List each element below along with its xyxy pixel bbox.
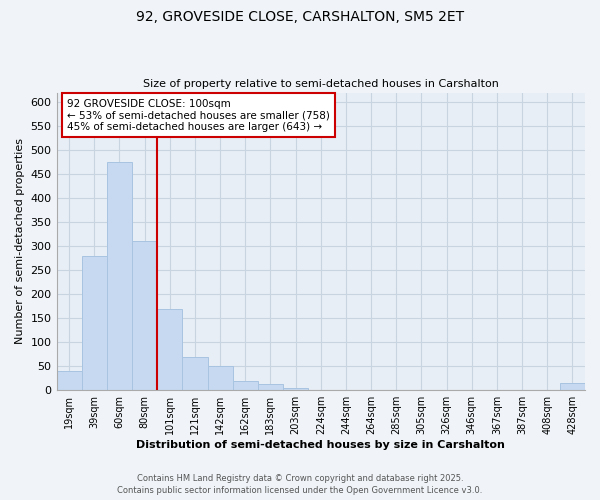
Bar <box>233 380 258 390</box>
Bar <box>182 356 208 390</box>
Bar <box>107 162 132 390</box>
Bar <box>208 366 233 390</box>
Text: 92 GROVESIDE CLOSE: 100sqm
← 53% of semi-detached houses are smaller (758)
45% o: 92 GROVESIDE CLOSE: 100sqm ← 53% of semi… <box>67 98 330 132</box>
Bar <box>560 383 585 390</box>
Text: Contains HM Land Registry data © Crown copyright and database right 2025.
Contai: Contains HM Land Registry data © Crown c… <box>118 474 482 495</box>
Text: 92, GROVESIDE CLOSE, CARSHALTON, SM5 2ET: 92, GROVESIDE CLOSE, CARSHALTON, SM5 2ET <box>136 10 464 24</box>
Y-axis label: Number of semi-detached properties: Number of semi-detached properties <box>15 138 25 344</box>
Bar <box>56 371 82 390</box>
Title: Size of property relative to semi-detached houses in Carshalton: Size of property relative to semi-detach… <box>143 79 499 89</box>
X-axis label: Distribution of semi-detached houses by size in Carshalton: Distribution of semi-detached houses by … <box>136 440 505 450</box>
Bar <box>283 388 308 390</box>
Bar <box>157 308 182 390</box>
Bar <box>82 256 107 390</box>
Bar <box>258 384 283 390</box>
Bar <box>132 242 157 390</box>
